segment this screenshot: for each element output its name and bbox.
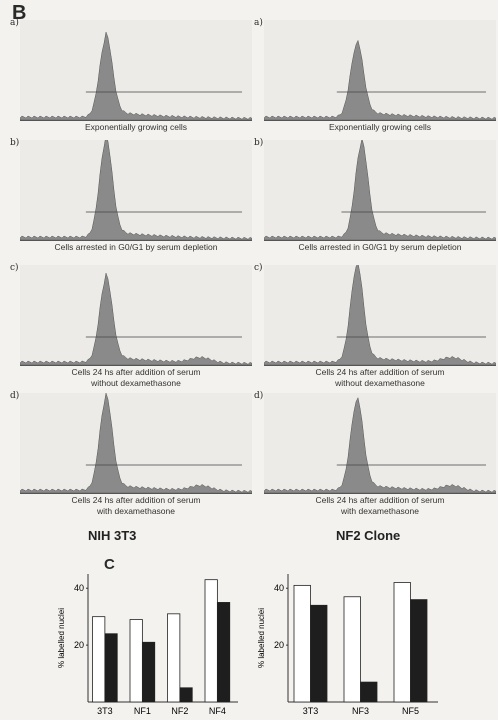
bar-filled: [360, 681, 378, 703]
caption-line: Cells arrested in G0/G1 by serum depleti…: [54, 242, 218, 252]
y-tick-label: 40: [74, 583, 84, 593]
bar-chart-right: 20 40 % labelled nuclei 3T3 NF3 NF5: [257, 574, 438, 716]
histogram-plot: [19, 392, 253, 494]
caption-line: Cells 24 hs after addition of serum: [315, 367, 445, 377]
histogram-curve: [263, 262, 497, 366]
row-label: a): [254, 18, 263, 28]
caption-line: Exponentially growing cells: [328, 122, 432, 132]
y-axis-label: % labelled nuclei: [257, 608, 266, 668]
histogram-caption: Cells arrested in G0/G1 by serum depleti…: [264, 242, 496, 253]
caption-line: Cells 24 hs after addition of serum: [71, 367, 201, 377]
bar-open: [393, 582, 411, 703]
histogram-plot: [19, 31, 253, 121]
bar-open: [204, 579, 218, 703]
bar-filled: [216, 602, 231, 703]
bar-open: [129, 619, 143, 703]
bar-open: [92, 616, 106, 703]
x-tick-label: NF4: [209, 706, 226, 716]
histogram-curve: [263, 138, 497, 241]
histogram-panel: [19, 135, 253, 241]
y-tick-label: 20: [74, 640, 84, 650]
histogram-panel: [263, 393, 497, 494]
histogram-curve: [19, 392, 253, 494]
histogram-plot: [263, 138, 497, 241]
histogram-panel: [19, 265, 253, 366]
histogram-plot: [263, 396, 497, 494]
caption-line: with dexamethasone: [341, 506, 419, 516]
histogram-caption: Cells 24 hs after addition of serum with …: [20, 495, 252, 517]
histogram-plot: [19, 135, 253, 241]
histogram-panel: [263, 20, 497, 121]
panel-c-label: C: [104, 556, 115, 573]
row-label: c): [10, 263, 19, 273]
row-label: b): [10, 138, 20, 148]
column-label-nf2: NF2 Clone: [336, 528, 401, 543]
row-label: a): [10, 18, 19, 28]
histogram-plot: [263, 262, 497, 366]
caption-line: without dexamethasone: [91, 378, 181, 388]
row-label: c): [254, 263, 263, 273]
histogram-caption: Cells arrested in G0/G1 by serum depleti…: [20, 242, 252, 253]
histogram-caption: Cells 24 hs after addition of serum with …: [264, 495, 496, 517]
panel-b-label: B: [12, 2, 27, 24]
bar-filled: [410, 599, 428, 703]
column-label-nih3t3: NIH 3T3: [88, 528, 137, 543]
x-tick-label: NF3: [352, 706, 369, 716]
histogram-panel: [19, 392, 253, 494]
histogram-panel: [263, 262, 497, 366]
histogram-panel: [19, 20, 253, 121]
histogram-plot: [263, 39, 497, 121]
histogram-caption: Exponentially growing cells: [264, 122, 496, 133]
histogram-curve: [19, 135, 253, 241]
x-tick-label: 3T3: [97, 706, 113, 716]
row-label: b): [254, 138, 264, 148]
bar-filled: [179, 687, 193, 703]
histogram-caption: Cells 24 hs after addition of serum witho…: [20, 367, 252, 389]
bar-open: [343, 596, 361, 703]
caption-line: Exponentially growing cells: [84, 122, 188, 132]
bar-open: [293, 584, 311, 703]
histogram-caption: Exponentially growing cells: [20, 122, 252, 133]
bar-chart-left: 20 40 % labelled nuclei 3T3 NF1 NF2 NF4: [57, 574, 238, 716]
histogram-curve: [19, 272, 253, 366]
caption-line: Cells 24 hs after addition of serum: [315, 495, 445, 505]
histogram-curve: [19, 31, 253, 121]
bar-filled: [141, 641, 156, 703]
row-label: d): [254, 391, 264, 401]
row-label: d): [10, 391, 20, 401]
y-tick-label: 40: [274, 583, 284, 593]
x-tick-label: 3T3: [303, 706, 319, 716]
caption-line: without dexamethasone: [335, 378, 425, 388]
caption-line: Cells 24 hs after addition of serum: [71, 495, 201, 505]
x-tick-label: NF2: [171, 706, 188, 716]
histogram-plot: [19, 272, 253, 366]
x-tick-label: NF5: [402, 706, 419, 716]
histogram-panel: [263, 138, 497, 241]
y-tick-label: 20: [274, 640, 284, 650]
bar-filled: [104, 633, 118, 703]
histogram-caption: Cells 24 hs after addition of serum witho…: [264, 367, 496, 389]
histogram-curve: [263, 39, 497, 121]
x-tick-label: NF1: [134, 706, 151, 716]
bar-filled: [310, 604, 328, 703]
histogram-curve: [263, 396, 497, 494]
y-axis-label: % labelled nuclei: [57, 608, 66, 668]
caption-line: with dexamethasone: [97, 506, 175, 516]
caption-line: Cells arrested in G0/G1 by serum depleti…: [298, 242, 462, 252]
bar-open: [167, 613, 181, 703]
